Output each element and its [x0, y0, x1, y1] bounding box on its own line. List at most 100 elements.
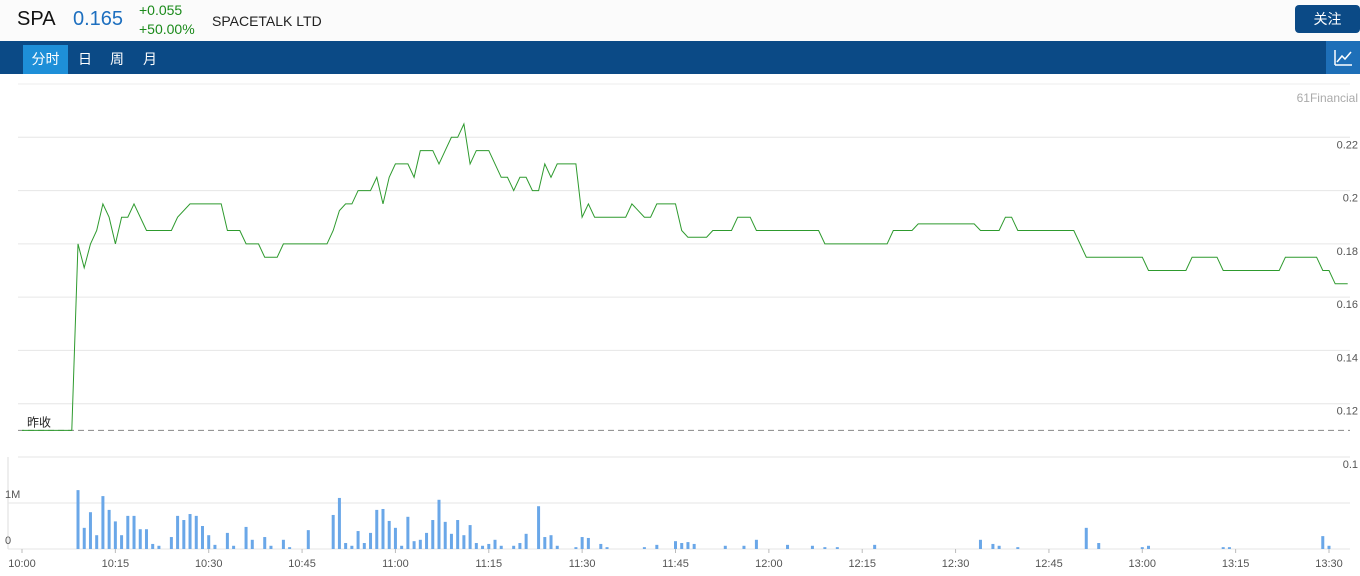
volume-bar: [76, 490, 80, 549]
x-tick-label: 12:15: [848, 558, 876, 570]
volume-bar: [686, 542, 690, 549]
y-tick-label: 0.14: [1337, 352, 1358, 364]
volume-bar: [281, 539, 285, 549]
change: +0.055: [139, 2, 183, 18]
y-tick-label: 0.1: [1343, 459, 1358, 471]
volume-bar: [443, 521, 447, 549]
volume-bar: [474, 543, 478, 549]
volume-bar: [144, 529, 148, 549]
volume-bar: [642, 547, 646, 549]
volume-bar: [680, 543, 684, 549]
x-tick-label: 10:15: [102, 558, 130, 570]
volume-bar: [337, 497, 341, 549]
volume-bar: [823, 547, 827, 549]
volume-bar: [431, 520, 435, 549]
volume-bar: [487, 543, 491, 549]
tab[interactable]: 分时: [23, 45, 68, 74]
watermark: 61Financial: [1297, 91, 1358, 105]
volume-bar: [723, 545, 727, 549]
volume-bar: [543, 537, 547, 549]
x-tick-label: 11:30: [569, 558, 596, 570]
volume-bar: [138, 529, 142, 549]
volume-bar: [132, 515, 136, 549]
volume-bar: [101, 496, 105, 549]
volume-bar: [1221, 547, 1225, 549]
tab-bar: 分时 日 周 月: [0, 41, 1360, 74]
volume-bar: [674, 541, 677, 549]
volume-bar: [375, 509, 379, 549]
volume-bar: [437, 499, 441, 549]
x-tick-label: 11:45: [662, 558, 689, 570]
volume-bar: [369, 532, 373, 549]
follow-button[interactable]: 关注: [1295, 5, 1360, 33]
volume-bar: [225, 532, 229, 549]
volume-bar: [387, 520, 391, 549]
price: 0.165: [73, 8, 124, 30]
change-pct: +50.00%: [139, 21, 195, 37]
volume-bar: [1227, 547, 1231, 549]
volume-bar: [288, 547, 292, 549]
volume-bar: [126, 515, 130, 549]
x-tick-label: 13:30: [1315, 558, 1343, 570]
x-tick-label: 10:00: [8, 558, 36, 570]
volume-bar: [393, 527, 397, 549]
tab[interactable]: 周: [110, 51, 124, 67]
x-tick-label: 12:45: [1035, 558, 1063, 570]
x-tick-label: 12:00: [755, 558, 783, 570]
volume-bar: [418, 539, 422, 549]
y-tick-label: 1M: [5, 489, 20, 501]
volume-bar: [107, 509, 111, 549]
volume-bar: [194, 515, 198, 549]
volume-bar: [350, 545, 354, 549]
volume-bar: [263, 537, 267, 549]
y-tick-label: 0: [5, 535, 11, 547]
volume-bar: [120, 535, 124, 549]
prev-close-label: 昨收: [27, 415, 51, 429]
volume-bar: [574, 547, 578, 549]
volume-bar: [182, 520, 186, 549]
volume-bar: [599, 543, 603, 549]
volume-bar: [499, 545, 503, 549]
volume-bar: [269, 545, 273, 549]
volume-bar: [157, 545, 161, 549]
volume-bar: [412, 541, 416, 549]
volume-bar: [362, 543, 366, 549]
volume-bar: [1140, 547, 1144, 549]
volume-bar: [754, 539, 758, 549]
x-tick-label: 12:30: [942, 558, 970, 570]
volume-bar: [742, 545, 746, 549]
y-tick-label: 0.2: [1343, 193, 1358, 205]
y-tick-label: 0.12: [1337, 406, 1358, 418]
volume-bar: [1084, 527, 1088, 549]
volume-bar: [835, 547, 839, 549]
volume-bar: [873, 544, 877, 549]
volume-bar: [244, 526, 248, 549]
y-tick-label: 0.22: [1337, 139, 1358, 151]
volume-bar: [232, 545, 236, 549]
volume-bar: [176, 515, 180, 549]
tab[interactable]: 日: [78, 51, 92, 67]
volume-bar: [518, 543, 522, 549]
volume-bar: [113, 521, 117, 549]
volume-bar: [555, 545, 559, 549]
volume-bar: [406, 516, 410, 549]
volume-bar: [991, 543, 995, 549]
header: SPA 0.165 +0.055 +50.00% SPACETALK LTD 关…: [0, 0, 1360, 41]
x-tick-label: 11:00: [382, 558, 409, 570]
volume-bar: [1147, 545, 1151, 549]
volume-bar: [381, 508, 385, 549]
volume-bar: [250, 539, 254, 549]
chart: 61Financial 0.1 0.12 0.14 0.16 0.18 0.2 0.22 昨收 0…: [5, 83, 1358, 570]
volume-bar: [524, 533, 528, 549]
chart-icon[interactable]: [1326, 41, 1360, 74]
volume-bar: [356, 531, 360, 549]
volume-bar: [1327, 545, 1331, 549]
volume-bar: [306, 530, 310, 549]
volume-bar: [549, 535, 553, 549]
volume-bar: [655, 544, 659, 549]
tab[interactable]: 月: [143, 51, 157, 67]
volume-bar: [344, 543, 348, 549]
volume-bar: [400, 545, 404, 549]
volume-bar: [449, 533, 453, 549]
